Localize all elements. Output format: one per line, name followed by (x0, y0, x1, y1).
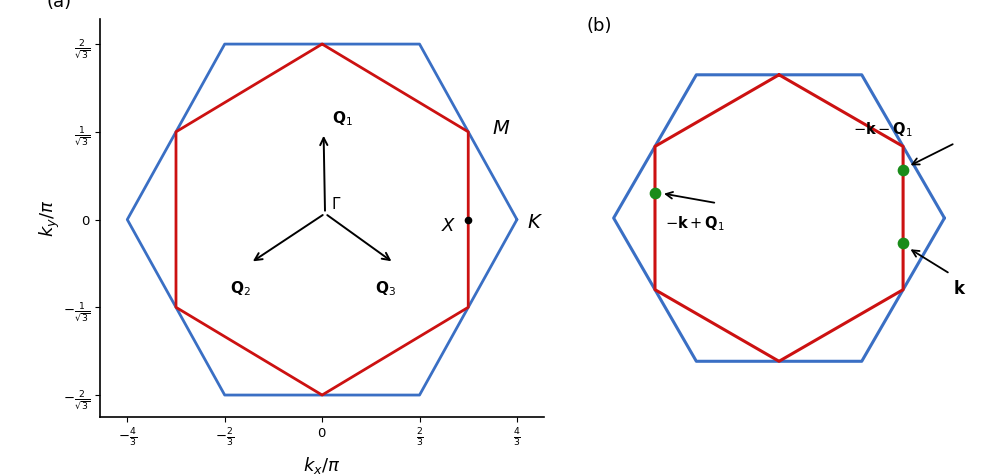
Text: $\mathbf{k}$: $\mathbf{k}$ (953, 280, 966, 298)
Text: (b): (b) (586, 17, 612, 35)
Text: $\mathbf{Q}_1$: $\mathbf{Q}_1$ (332, 109, 353, 128)
X-axis label: $k_x/\pi$: $k_x/\pi$ (303, 455, 341, 474)
Text: $\Gamma$: $\Gamma$ (331, 196, 341, 212)
Text: (a): (a) (47, 0, 72, 11)
Y-axis label: $k_y/\pi$: $k_y/\pi$ (37, 199, 62, 237)
Text: $-\mathbf{k}-\mathbf{Q}_1$: $-\mathbf{k}-\mathbf{Q}_1$ (853, 120, 913, 139)
Text: $-\mathbf{k}+\mathbf{Q}_1$: $-\mathbf{k}+\mathbf{Q}_1$ (665, 214, 725, 233)
Text: $M$: $M$ (492, 119, 510, 138)
Point (895, 239, 911, 246)
Point (647, 190, 663, 197)
Text: $\mathbf{Q}_3$: $\mathbf{Q}_3$ (375, 279, 396, 298)
Text: $\mathbf{Q}_2$: $\mathbf{Q}_2$ (230, 279, 251, 298)
Text: $X$: $X$ (441, 217, 457, 235)
Text: $K$: $K$ (527, 213, 543, 232)
Point (895, 166, 911, 174)
